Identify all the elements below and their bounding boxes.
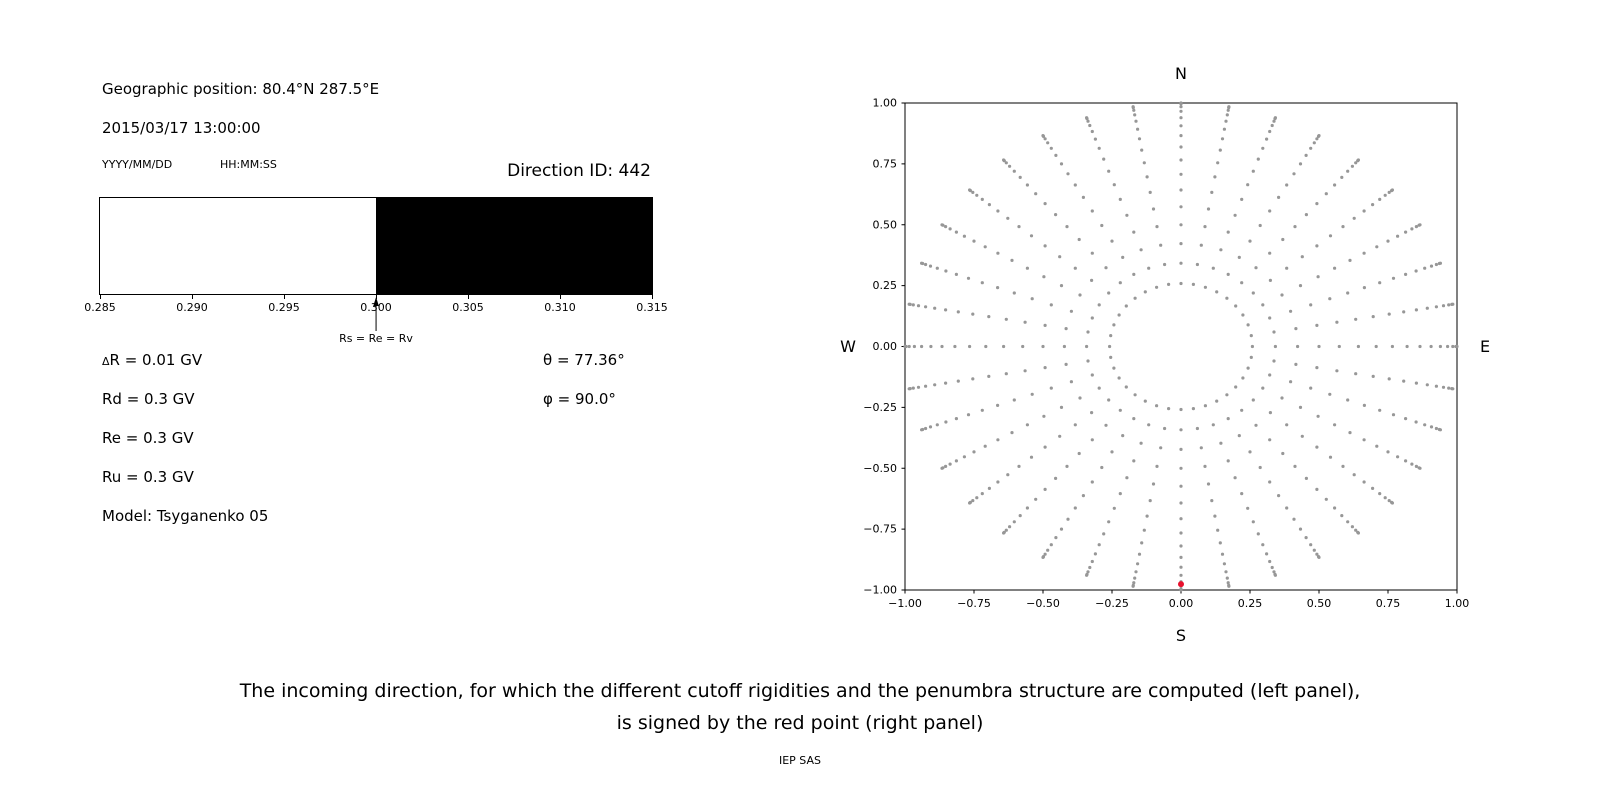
x-tick [100, 295, 101, 299]
geographic-position: Geographic position: 80.4°N 287.5°E [102, 80, 380, 98]
x-tick [284, 295, 285, 299]
y-tick-label: −0.75 [863, 523, 897, 536]
x-tick-label: 0.50 [1307, 597, 1332, 610]
date-format-label: YYYY/MM/DD [102, 158, 173, 171]
y-tick-label: 0.50 [873, 218, 898, 231]
rd-value: Rd = 0.3 GV [102, 390, 195, 408]
x-tick-label: 1.00 [1445, 597, 1470, 610]
x-tick-label: 0.315 [636, 301, 668, 314]
x-tick-label: −0.50 [1026, 597, 1060, 610]
y-tick-label: 0.00 [873, 340, 898, 353]
y-axis-ticks: −1.00 −0.75 −0.50 −0.25 0.00 0.25 0.50 0.75 1.00 [863, 97, 905, 597]
x-tick-label: 0.305 [452, 301, 484, 314]
re-value: Re = 0.3 GV [102, 429, 194, 447]
y-tick-label: 0.75 [873, 157, 898, 170]
penumbra-region [100, 198, 376, 294]
x-tick [560, 295, 561, 299]
x-tick [376, 295, 377, 299]
delta-symbol: Δ [102, 355, 110, 368]
x-axis-ticks: −1.00 −0.75 −0.50 −0.25 0.00 0.25 0.50 0.75 1.00 [888, 590, 1469, 610]
phi-value: φ = 90.0° [543, 390, 616, 408]
datetime: 2015/03/17 13:00:00 [102, 119, 261, 137]
compass-west-label: W [840, 337, 856, 356]
ru-value: Ru = 0.3 GV [102, 468, 194, 486]
rs-annotation-label: Rs = Re = Rv [339, 332, 413, 345]
compass-north-label: N [1175, 64, 1187, 83]
direction-dots [903, 101, 1459, 592]
theta-value: θ = 77.36° [543, 351, 625, 369]
delta-r-text: R = 0.01 GV [109, 351, 203, 369]
x-tick-label: 0.285 [84, 301, 116, 314]
y-tick-label: −0.25 [863, 401, 897, 414]
penumbra-region [376, 198, 652, 294]
direction-id: Direction ID: 442 [507, 161, 651, 181]
rs-annotation-inner: Rs = Re = Rv [339, 297, 413, 345]
x-tick [468, 295, 469, 299]
penumbra-x-axis-ticks [100, 295, 653, 299]
x-tick [652, 295, 653, 299]
x-tick-label: −1.00 [888, 597, 922, 610]
x-tick-label: 0.75 [1376, 597, 1401, 610]
direction-scatter-plot: N S W E −1.00 −0.75 −0.50 −0.25 0.00 0.25 0.50… [840, 64, 1490, 645]
y-tick-label: 1.00 [873, 97, 898, 110]
delta-r-value: ΔR = 0.01 GV [102, 351, 202, 369]
x-tick-label: −0.75 [957, 597, 991, 610]
y-tick-label: −0.50 [863, 462, 897, 475]
arrow-up-icon [373, 297, 379, 331]
compass-south-label: S [1176, 626, 1186, 645]
x-tick-label: 0.290 [176, 301, 208, 314]
compass-east-label: E [1480, 337, 1490, 356]
x-tick-label: 0.310 [544, 301, 576, 314]
credit-label: IEP SAS [778, 754, 822, 767]
time-format-label: HH:MM:SS [220, 158, 277, 171]
rs-annotation: Rs = Re = Rv [100, 297, 652, 351]
model-label: Model: Tsyganenko 05 [102, 507, 269, 525]
y-tick-label: 0.25 [873, 279, 898, 292]
x-tick-label: 0.00 [1169, 597, 1194, 610]
x-tick-label: −0.25 [1095, 597, 1129, 610]
caption-line-1: The incoming direction, for which the di… [239, 680, 1361, 702]
caption-line-2: is signed by the red point (right panel) [616, 712, 984, 734]
x-tick-label: 0.295 [268, 301, 300, 314]
x-tick [192, 295, 193, 299]
selected-direction-point [1178, 581, 1184, 588]
penumbra-x-axis-tick-labels: 0.285 0.290 0.295 0.300 0.305 0.310 0.315 [84, 301, 668, 315]
y-tick-label: −1.00 [863, 584, 897, 597]
x-tick-label: 0.25 [1238, 597, 1263, 610]
plot-frame [904, 102, 1458, 591]
penumbra-bar-chart [99, 197, 653, 295]
